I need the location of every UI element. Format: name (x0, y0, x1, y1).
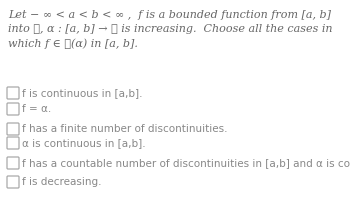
Text: which f ∈ ℜ(α) in [a, b].: which f ∈ ℜ(α) in [a, b]. (8, 38, 138, 49)
FancyBboxPatch shape (7, 157, 19, 169)
FancyBboxPatch shape (7, 137, 19, 149)
FancyBboxPatch shape (7, 123, 19, 135)
Text: f has a countable number of discontinuities in [a,b] and α is continuous in [a,b: f has a countable number of discontinuit… (22, 158, 350, 168)
Text: f is decreasing.: f is decreasing. (22, 177, 101, 187)
Text: f = α.: f = α. (22, 104, 51, 114)
FancyBboxPatch shape (7, 87, 19, 99)
Text: f has a finite number of discontinuities.: f has a finite number of discontinuities… (22, 124, 228, 134)
FancyBboxPatch shape (7, 176, 19, 188)
Text: α is continuous in [a,b].: α is continuous in [a,b]. (22, 138, 146, 148)
Text: into ℝ, α : [a, b] → ℝ is increasing.  Choose all the cases in: into ℝ, α : [a, b] → ℝ is increasing. Ch… (8, 24, 332, 34)
Text: Let − ∞ < a < b < ∞ ,  f is a bounded function from [a, b]: Let − ∞ < a < b < ∞ , f is a bounded fun… (8, 10, 331, 20)
Text: f is continuous in [a,b].: f is continuous in [a,b]. (22, 88, 142, 98)
FancyBboxPatch shape (7, 103, 19, 115)
